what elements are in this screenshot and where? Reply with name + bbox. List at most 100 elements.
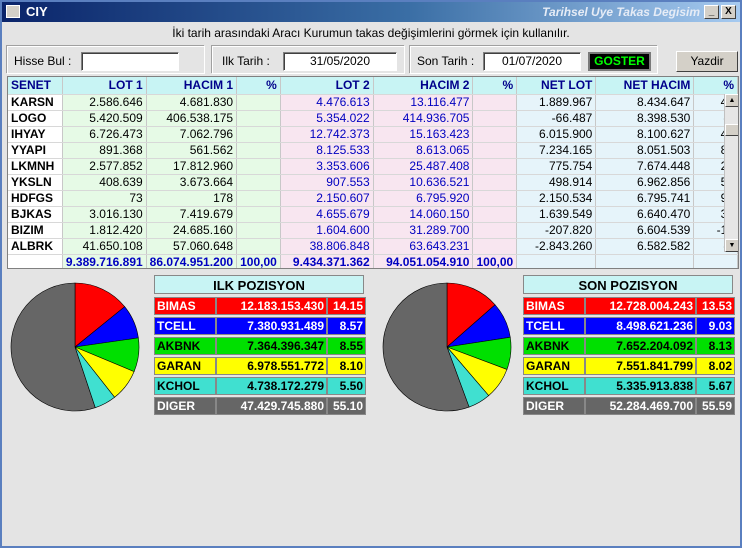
position-percent: 8.57 (327, 317, 366, 335)
table-cell: 8.434.647 (595, 94, 695, 111)
table-cell: LOGO (8, 110, 63, 127)
table-cell: IHYAY (8, 126, 63, 143)
table-cell: YKSLN (8, 174, 63, 191)
table-row[interactable]: IHYAY 6.726.473 7.062.796 12.742.373 15.163.… (8, 126, 738, 143)
table-row[interactable]: BIZIM 1.812.420 24.685.160 1.604.600 31.289.… (8, 222, 738, 239)
table-cell: 5.354.022 (280, 110, 374, 127)
table-cell: 561.562 (146, 142, 238, 159)
totals-row: 9.389.716.891 86.074.951.200 100,00 9.434.3… (8, 254, 738, 268)
position-value: 12.728.004.243 (585, 297, 696, 315)
table-cell: 6.640.470 (595, 206, 695, 223)
position-value: 7.551.841.799 (585, 357, 696, 375)
table-row[interactable]: YYAPI 891.368 561.562 8.125.533 8.613.065 7.2… (8, 142, 738, 159)
start-date-field[interactable]: 31/05/2020 (283, 52, 397, 71)
table-cell: 31.289.700 (373, 222, 474, 239)
position-row: GARAN 6.978.551.772 8.10 (154, 357, 366, 375)
column-header[interactable]: HACIM 2 (373, 77, 474, 95)
print-button[interactable]: Yazdir (676, 51, 738, 72)
table-cell: 4.476.613 (280, 94, 374, 111)
table-cell: 414.936.705 (373, 110, 474, 127)
total-cell (693, 254, 738, 268)
table-cell: 8.125.533 (280, 142, 374, 159)
position-value: 47.429.745.880 (216, 397, 327, 415)
position-symbol: AKBNK (154, 337, 216, 355)
table-row[interactable]: KARSN 2.586.646 4.681.830 4.476.613 13.116.4… (8, 94, 738, 111)
column-header[interactable]: LOT 2 (280, 77, 374, 95)
total-cell: 86.074.951.200 (146, 254, 238, 268)
show-button[interactable]: GOSTER (588, 52, 651, 71)
position-value: 7.380.931.489 (216, 317, 327, 335)
table-cell: 6.015.900 (516, 126, 597, 143)
table-cell (472, 94, 518, 111)
table-cell (236, 126, 281, 143)
position-symbol: TCELL (154, 317, 216, 335)
table-cell (236, 142, 281, 159)
position-value: 7.364.396.347 (216, 337, 327, 355)
table-cell: 4.655.679 (280, 206, 374, 223)
table-row[interactable]: LKMNH 2.577.852 17.812.960 3.353.606 25.487.… (8, 158, 738, 175)
table-cell: 7.062.796 (146, 126, 238, 143)
column-header[interactable]: % (693, 77, 738, 95)
table-row[interactable]: HDFGS 73 178 2.150.607 6.795.920 2.150.534 6.7… (8, 190, 738, 207)
position-row: BIMAS 12.728.004.243 13.53 (523, 297, 735, 315)
table-cell: HDFGS (8, 190, 63, 207)
column-header[interactable]: HACIM 1 (146, 77, 238, 95)
table-cell: 73 (62, 190, 147, 207)
table-cell: 25.487.408 (373, 158, 474, 175)
position-value: 52.284.469.700 (585, 397, 696, 415)
table-cell: 1.604.600 (280, 222, 374, 239)
window-title: CIY (26, 4, 48, 19)
table-cell: 5.420.509 (62, 110, 147, 127)
column-header[interactable]: LOT 1 (62, 77, 147, 95)
position-symbol: GARAN (154, 357, 216, 375)
table-cell: 1.639.549 (516, 206, 597, 223)
scroll-down-icon[interactable]: ▼ (725, 239, 738, 252)
position-symbol: KCHOL (154, 377, 216, 395)
son-pozisyon-title: SON POZISYON (523, 275, 733, 294)
table-cell: 7.234.165 (516, 142, 597, 159)
son-pozisyon-panel: SON POZISYON BIMAS 12.728.004.243 13.53 TCE… (523, 275, 735, 417)
table-cell (236, 206, 281, 223)
table-cell: 6.962.856 (595, 174, 695, 191)
column-header[interactable]: SENET (8, 77, 63, 95)
column-header[interactable]: % (472, 77, 518, 95)
info-text: İki tarih arasındaki Aracı Kurumun takas… (172, 26, 570, 40)
table-row[interactable]: LOGO 5.420.509 406.538.175 5.354.022 414.936… (8, 110, 738, 127)
search-input[interactable] (81, 52, 179, 71)
table-cell: BJKAS (8, 206, 63, 223)
ilk-pozisyon-table: BIMAS 12.183.153.430 14.15 TCELL 7.380.931.4… (154, 295, 366, 417)
close-button[interactable]: X (721, 5, 736, 19)
column-header[interactable]: NET LOT (516, 77, 597, 95)
table-cell (472, 190, 518, 207)
table-cell: 10.636.521 (373, 174, 474, 191)
column-header[interactable]: % (236, 77, 281, 95)
table-cell (472, 142, 518, 159)
scroll-up-icon[interactable]: ▲ (725, 94, 738, 107)
position-percent: 55.10 (327, 397, 366, 415)
title-bar[interactable]: CIY Tarihsel Uye Takas Degisim _ X (2, 2, 740, 22)
table-cell: 498.914 (516, 174, 597, 191)
ilk-pozisyon-title: ILK POZISYON (154, 275, 364, 294)
table-cell: 7.674.448 (595, 158, 695, 175)
data-grid[interactable]: SENET LOT 1 HACIM 1% LOT 2 HACIM 2% NET LOT NE… (7, 76, 739, 269)
position-percent: 8.13 (696, 337, 735, 355)
position-row: AKBNK 7.652.204.092 8.13 (523, 337, 735, 355)
son-pozisyon-table: BIMAS 12.728.004.243 13.53 TCELL 8.498.621.2… (523, 295, 735, 417)
data-table: SENET LOT 1 HACIM 1% LOT 2 HACIM 2% NET LOT NE… (8, 77, 738, 268)
start-date-label: Ilk Tarih : (222, 54, 270, 68)
table-row[interactable]: YKSLN 408.639 3.673.664 907.553 10.636.521 49… (8, 174, 738, 191)
table-cell: 2.577.852 (62, 158, 147, 175)
scroll-thumb[interactable] (725, 124, 738, 136)
end-date-field[interactable]: 01/07/2020 (483, 52, 581, 71)
minimize-button[interactable]: _ (704, 5, 719, 19)
ilk-pozisyon-panel: ILK POZISYON BIMAS 12.183.153.430 14.15 TCE… (154, 275, 366, 417)
table-cell: 1.812.420 (62, 222, 147, 239)
grid-scrollbar[interactable]: ▲ ▼ (724, 94, 738, 252)
position-symbol: DIGER (523, 397, 585, 415)
table-cell (236, 174, 281, 191)
column-header[interactable]: NET HACIM (595, 77, 695, 95)
table-cell: 17.812.960 (146, 158, 238, 175)
table-row[interactable]: ALBRK 41.650.108 57.060.648 38.806.848 63.64… (8, 238, 738, 255)
pie-slice-bimas (446, 282, 496, 348)
table-row[interactable]: BJKAS 3.016.130 7.419.679 4.655.679 14.060.1… (8, 206, 738, 223)
